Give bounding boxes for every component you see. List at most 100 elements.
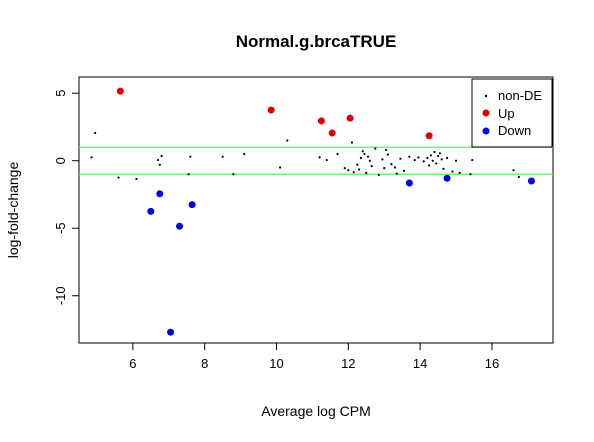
x-tick-label: 12 (341, 356, 355, 371)
point-non-de (433, 150, 436, 154)
point-non-de (160, 154, 163, 158)
point-non-de (336, 152, 339, 156)
point-non-de (90, 156, 93, 159)
point-non-de (458, 171, 461, 174)
point-non-de (383, 167, 386, 170)
point-down (188, 201, 196, 209)
x-tick-label: 8 (201, 356, 208, 371)
point-up (116, 87, 124, 95)
point-non-de (325, 158, 328, 162)
point-non-de (135, 177, 138, 181)
point-non-de (374, 147, 377, 150)
point-non-de (370, 165, 373, 168)
point-non-de (393, 166, 397, 169)
point-non-de (278, 166, 282, 169)
chart-title: Normal.g.brcaTRUE (236, 32, 397, 51)
point-non-de (435, 162, 438, 165)
point-non-de (363, 152, 366, 156)
point-down (147, 207, 155, 215)
threshold-lines (79, 146, 553, 175)
legend-marker-down (482, 127, 490, 135)
legend-marker-up (482, 109, 490, 117)
point-non-de (368, 159, 371, 162)
point-non-de (429, 154, 433, 157)
legend: non-DE Up Down (471, 78, 553, 148)
legend-marker-non-de (484, 94, 488, 98)
point-non-de (377, 173, 380, 176)
point-non-de (428, 164, 431, 167)
point-non-de (436, 154, 440, 158)
point-up (317, 117, 325, 125)
point-up (425, 132, 433, 140)
point-up (328, 129, 336, 137)
point-non-de (440, 158, 443, 161)
point-non-de (94, 131, 97, 135)
y-tick-label: 0 (53, 157, 68, 164)
point-up (346, 114, 354, 122)
point-up (267, 106, 275, 114)
point-non-de (422, 160, 425, 163)
point-non-de (117, 176, 120, 179)
point-down (405, 179, 413, 187)
point-down (443, 174, 451, 182)
y-axis-label: log-fold-change (5, 162, 21, 259)
x-tick-label: 16 (485, 356, 499, 371)
point-non-de (357, 168, 361, 171)
data-points (90, 87, 535, 336)
point-non-de (417, 156, 420, 159)
point-non-de (232, 173, 235, 176)
point-down (167, 328, 175, 336)
y-tick-label: -10 (53, 286, 68, 305)
x-tick-label: 6 (129, 356, 136, 371)
point-non-de (442, 167, 445, 170)
point-non-de (454, 159, 458, 162)
x-axis-label: Average log CPM (261, 403, 370, 419)
point-down (527, 177, 535, 185)
point-non-de (365, 171, 368, 174)
point-non-de (189, 155, 192, 158)
y-tick-label: 5 (53, 90, 68, 97)
point-non-de (221, 155, 224, 158)
x-axis: 6 8 10 12 14 16 (129, 343, 499, 371)
point-non-de (187, 173, 190, 176)
point-non-de (395, 172, 398, 175)
point-non-de (471, 158, 474, 162)
point-non-de (366, 155, 370, 158)
point-non-de (408, 155, 411, 158)
point-non-de (381, 158, 384, 161)
y-axis: 5 0 -5 -10 (53, 90, 79, 305)
point-non-de (431, 159, 434, 162)
point-non-de (445, 156, 449, 160)
point-non-de (384, 148, 388, 152)
point-non-de (347, 169, 350, 172)
point-non-de (517, 175, 520, 179)
plot-frame (78, 76, 554, 344)
point-down (176, 222, 184, 230)
point-non-de (350, 141, 354, 144)
point-non-de (356, 163, 359, 166)
point-non-de (413, 158, 416, 162)
point-non-de (343, 167, 346, 170)
point-non-de (390, 162, 393, 166)
point-non-de (386, 153, 389, 156)
point-non-de (426, 156, 429, 160)
legend-label-up: Up (498, 106, 515, 121)
point-non-de (318, 156, 321, 159)
point-non-de (438, 152, 441, 155)
point-non-de (451, 170, 454, 173)
point-non-de (402, 169, 406, 172)
point-non-de (399, 157, 402, 160)
point-non-de (156, 158, 160, 162)
legend-label-non-de: non-DE (498, 88, 542, 103)
point-non-de (286, 139, 289, 142)
legend-label-down: Down (498, 123, 531, 138)
point-non-de (158, 163, 161, 166)
point-non-de (361, 150, 364, 153)
point-non-de (359, 156, 362, 160)
point-non-de (352, 171, 355, 174)
point-non-de (243, 152, 246, 156)
x-tick-label: 14 (413, 356, 427, 371)
point-non-de (512, 169, 515, 172)
x-tick-label: 10 (269, 356, 283, 371)
